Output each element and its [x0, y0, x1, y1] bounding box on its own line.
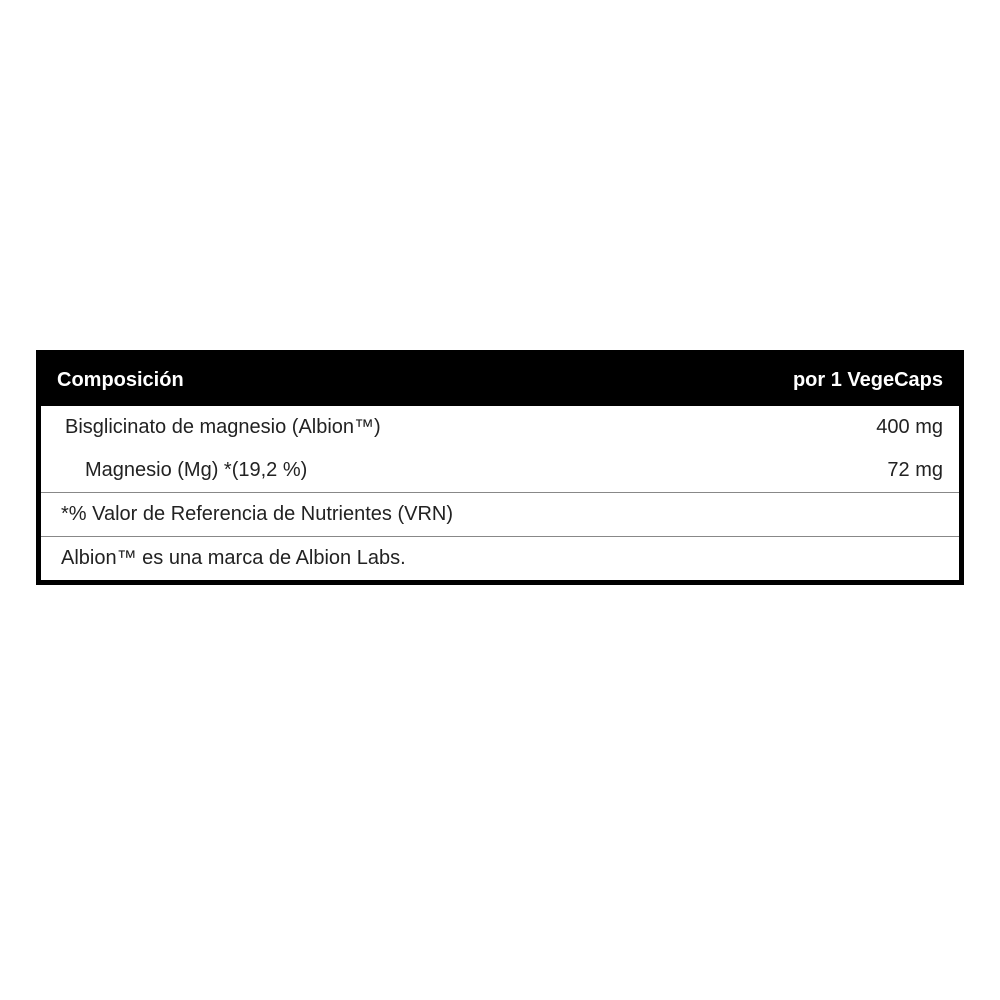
footer-text: *% Valor de Referencia de Nutrientes (VR… [61, 503, 453, 525]
header-right-label: por 1 VegeCaps [793, 369, 943, 392]
table-header-row: Composición por 1 VegeCaps [41, 355, 959, 406]
nutrition-composition-table: Composición por 1 VegeCaps Bisglicinato … [36, 350, 964, 585]
row-value: 400 mg [876, 416, 943, 439]
footer-text: Albion™ es una marca de Albion Labs. [61, 547, 406, 569]
header-left-label: Composición [57, 369, 184, 392]
row-label: Bisglicinato de magnesio (Albion™) [65, 416, 381, 439]
table-footer-row: Albion™ es una marca de Albion Labs. [41, 536, 959, 580]
table-row: Magnesio (Mg) *(19,2 %) 72 mg [41, 449, 959, 492]
row-label: Magnesio (Mg) *(19,2 %) [85, 459, 307, 482]
row-value: 72 mg [887, 459, 943, 482]
table-row: Bisglicinato de magnesio (Albion™) 400 m… [41, 406, 959, 449]
table-footer-row: *% Valor de Referencia de Nutrientes (VR… [41, 492, 959, 536]
